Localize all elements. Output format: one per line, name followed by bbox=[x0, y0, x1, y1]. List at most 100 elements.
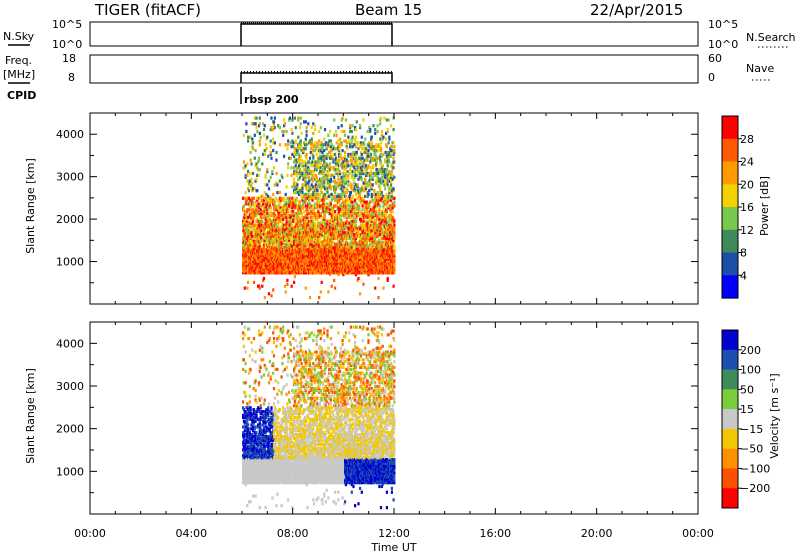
power-cell bbox=[329, 202, 332, 206]
power-cell bbox=[248, 248, 251, 252]
power-cell bbox=[305, 217, 308, 221]
power-cell bbox=[247, 225, 250, 229]
power-cell bbox=[299, 162, 302, 166]
power-cell bbox=[247, 234, 250, 239]
power-cell bbox=[326, 191, 329, 195]
power-cell bbox=[255, 219, 258, 223]
power-cell bbox=[266, 183, 269, 187]
power-cell bbox=[272, 288, 275, 292]
power-cell bbox=[302, 164, 305, 168]
power-cell bbox=[318, 192, 322, 197]
power-cell bbox=[360, 177, 363, 181]
power-cell bbox=[346, 147, 349, 151]
power-cell bbox=[318, 139, 321, 143]
power-cell bbox=[256, 250, 259, 254]
power-cell bbox=[297, 229, 300, 233]
power-cell bbox=[305, 170, 308, 174]
power-cell bbox=[312, 170, 315, 174]
power-cell bbox=[297, 166, 300, 170]
power-cell bbox=[310, 141, 313, 145]
power-cell bbox=[318, 147, 322, 151]
power-cell bbox=[342, 242, 345, 246]
power-cell bbox=[307, 183, 310, 187]
power-cell bbox=[243, 286, 246, 290]
power-cell bbox=[262, 133, 266, 137]
power-cell bbox=[283, 204, 286, 208]
power-cell bbox=[245, 122, 248, 126]
power-cell bbox=[276, 233, 279, 237]
power-cell bbox=[306, 250, 309, 254]
power-cell bbox=[350, 129, 353, 134]
power-cell bbox=[309, 196, 312, 200]
power-cell bbox=[285, 129, 288, 134]
power-cell bbox=[323, 187, 327, 191]
nsky-right-tick-top: 10^5 bbox=[708, 18, 738, 31]
power-cell bbox=[242, 244, 245, 248]
cpid-panel: CPID rbsp 200 bbox=[7, 87, 299, 106]
power-cell bbox=[356, 183, 359, 187]
power-cell bbox=[267, 202, 271, 206]
power-cell bbox=[337, 234, 340, 239]
power-cell bbox=[372, 164, 375, 168]
power-cell bbox=[291, 196, 294, 200]
power-cell bbox=[298, 255, 301, 260]
power-cell bbox=[312, 204, 315, 208]
power-cell bbox=[284, 244, 287, 248]
power-cell bbox=[306, 173, 309, 177]
power-cell bbox=[287, 225, 290, 229]
power-cell bbox=[319, 149, 322, 153]
power-cell bbox=[294, 242, 297, 246]
power-cell bbox=[290, 229, 293, 233]
power-cell bbox=[328, 150, 332, 155]
power-cell bbox=[272, 238, 276, 242]
power-cell bbox=[282, 233, 285, 237]
power-cell bbox=[267, 212, 271, 216]
power-cell bbox=[363, 143, 366, 147]
power-cell bbox=[272, 225, 276, 229]
power-cell bbox=[328, 221, 332, 225]
power-cell bbox=[273, 200, 276, 204]
power-cell bbox=[278, 267, 281, 271]
power-cell bbox=[276, 225, 279, 229]
power-cell bbox=[379, 227, 383, 231]
power-cell bbox=[299, 236, 302, 240]
power-cell bbox=[304, 171, 307, 176]
power-cell bbox=[285, 200, 288, 204]
power-cell bbox=[367, 192, 370, 197]
power-cell bbox=[330, 213, 333, 218]
power-cell bbox=[250, 204, 253, 208]
power-cell bbox=[337, 242, 340, 246]
power-cell bbox=[256, 196, 259, 200]
power-cell bbox=[270, 261, 273, 265]
power-cell bbox=[303, 141, 306, 145]
power-cell bbox=[268, 242, 271, 246]
power-cell bbox=[334, 210, 337, 214]
power-cell bbox=[297, 234, 300, 239]
power-cell bbox=[267, 221, 270, 225]
power-cell bbox=[290, 238, 293, 242]
power-cell bbox=[318, 129, 321, 134]
power-cell bbox=[293, 246, 296, 250]
power-cell bbox=[244, 271, 247, 275]
power-cell bbox=[253, 250, 256, 254]
power-cell bbox=[334, 221, 337, 225]
power-cell bbox=[252, 171, 255, 176]
power-cell bbox=[245, 221, 248, 225]
power-cell bbox=[253, 231, 256, 235]
power-cell bbox=[337, 273, 340, 277]
power-cell bbox=[284, 225, 287, 229]
power-cell bbox=[249, 215, 252, 219]
power-cell bbox=[270, 213, 273, 218]
power-cell bbox=[340, 143, 343, 147]
power-cell bbox=[335, 252, 338, 256]
power-cell bbox=[295, 168, 298, 172]
power-cell bbox=[311, 160, 314, 164]
power-cell bbox=[328, 225, 332, 229]
power-cell bbox=[283, 122, 286, 126]
power-cell bbox=[342, 162, 345, 166]
power-cell bbox=[328, 162, 332, 166]
power-cell bbox=[316, 240, 319, 244]
power-cell bbox=[320, 223, 323, 227]
power-cell bbox=[305, 152, 308, 156]
power-cell bbox=[304, 183, 307, 187]
